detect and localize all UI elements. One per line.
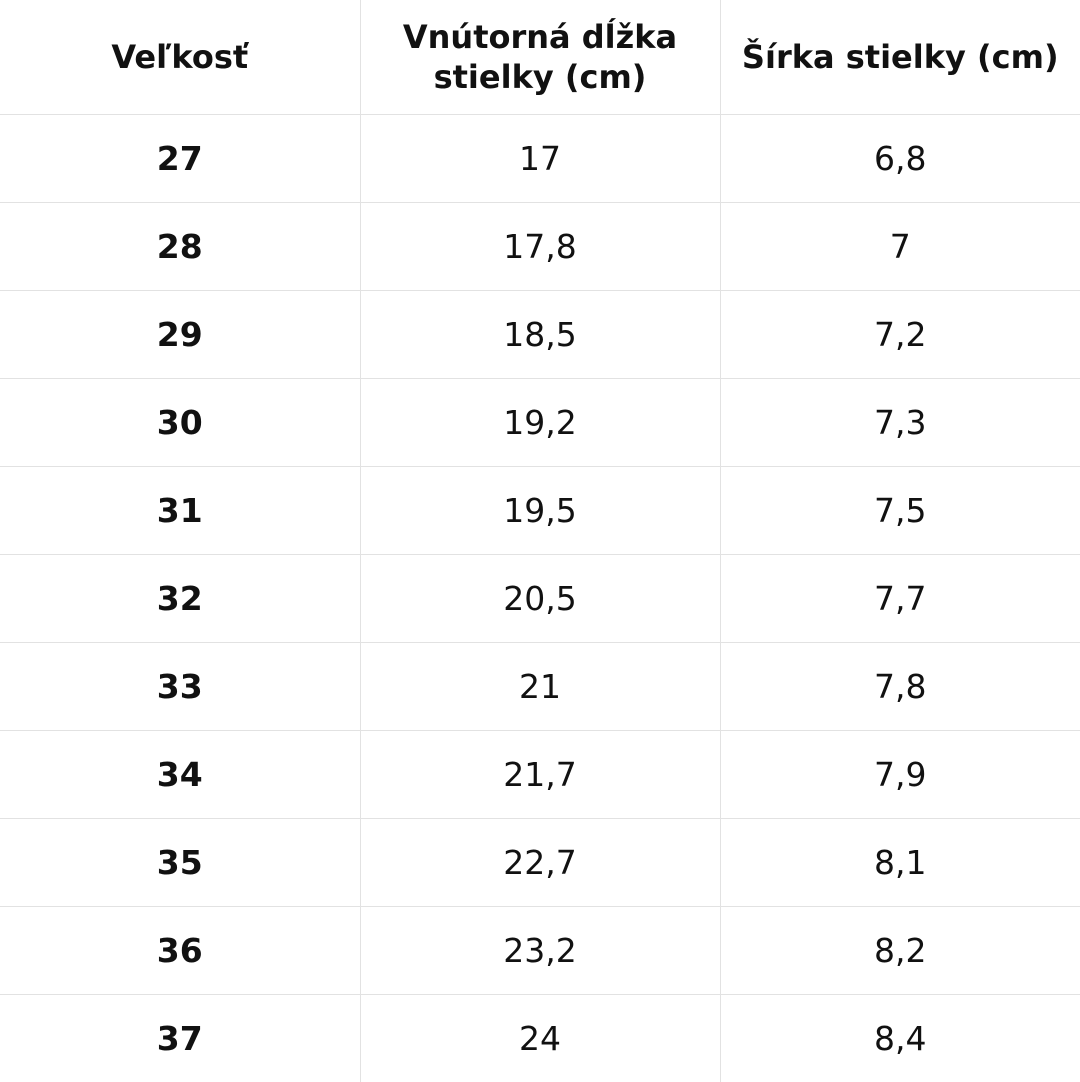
size-cell: 32 [0, 553, 361, 643]
width-cell: 7 [719, 201, 1080, 291]
width-cell: 8,1 [719, 817, 1080, 907]
length-cell: 17,8 [359, 201, 721, 291]
table-row: 28 17,8 7 [0, 201, 1080, 291]
length-cell: 18,5 [359, 289, 721, 379]
header-insole-length: Vnútorná dĺžka stielky (cm) [359, 0, 721, 115]
width-cell: 8,2 [719, 905, 1080, 995]
size-cell: 34 [0, 729, 361, 819]
size-cell: 36 [0, 905, 361, 995]
header-insole-width: Šírka stielky (cm) [719, 0, 1080, 115]
table-row: 35 22,7 8,1 [0, 817, 1080, 907]
header-row: Veľkosť Vnútorná dĺžka stielky (cm) Šírk… [0, 0, 1080, 115]
size-cell: 28 [0, 201, 361, 291]
length-cell: 23,2 [359, 905, 721, 995]
table-row: 30 19,2 7,3 [0, 377, 1080, 467]
size-cell: 35 [0, 817, 361, 907]
width-cell: 6,8 [719, 113, 1080, 203]
length-cell: 21 [359, 641, 721, 731]
table-row: 34 21,7 7,9 [0, 729, 1080, 819]
size-cell: 29 [0, 289, 361, 379]
size-cell: 37 [0, 993, 361, 1082]
length-cell: 21,7 [359, 729, 721, 819]
table-row: 37 24 8,4 [0, 993, 1080, 1082]
length-cell: 17 [359, 113, 721, 203]
size-cell: 30 [0, 377, 361, 467]
length-cell: 22,7 [359, 817, 721, 907]
table-row: 29 18,5 7,2 [0, 289, 1080, 379]
table-row: 32 20,5 7,7 [0, 553, 1080, 643]
size-cell: 31 [0, 465, 361, 555]
width-cell: 7,7 [719, 553, 1080, 643]
size-cell: 33 [0, 641, 361, 731]
size-cell: 27 [0, 113, 361, 203]
length-cell: 24 [359, 993, 721, 1082]
width-cell: 8,4 [719, 993, 1080, 1082]
width-cell: 7,2 [719, 289, 1080, 379]
width-cell: 7,5 [719, 465, 1080, 555]
length-cell: 19,2 [359, 377, 721, 467]
table-row: 27 17 6,8 [0, 113, 1080, 203]
width-cell: 7,3 [719, 377, 1080, 467]
width-cell: 7,8 [719, 641, 1080, 731]
table-row: 33 21 7,8 [0, 641, 1080, 731]
table-row: 36 23,2 8,2 [0, 905, 1080, 995]
length-cell: 20,5 [359, 553, 721, 643]
header-size: Veľkosť [0, 0, 361, 115]
length-cell: 19,5 [359, 465, 721, 555]
width-cell: 7,9 [719, 729, 1080, 819]
table-row: 31 19,5 7,5 [0, 465, 1080, 555]
